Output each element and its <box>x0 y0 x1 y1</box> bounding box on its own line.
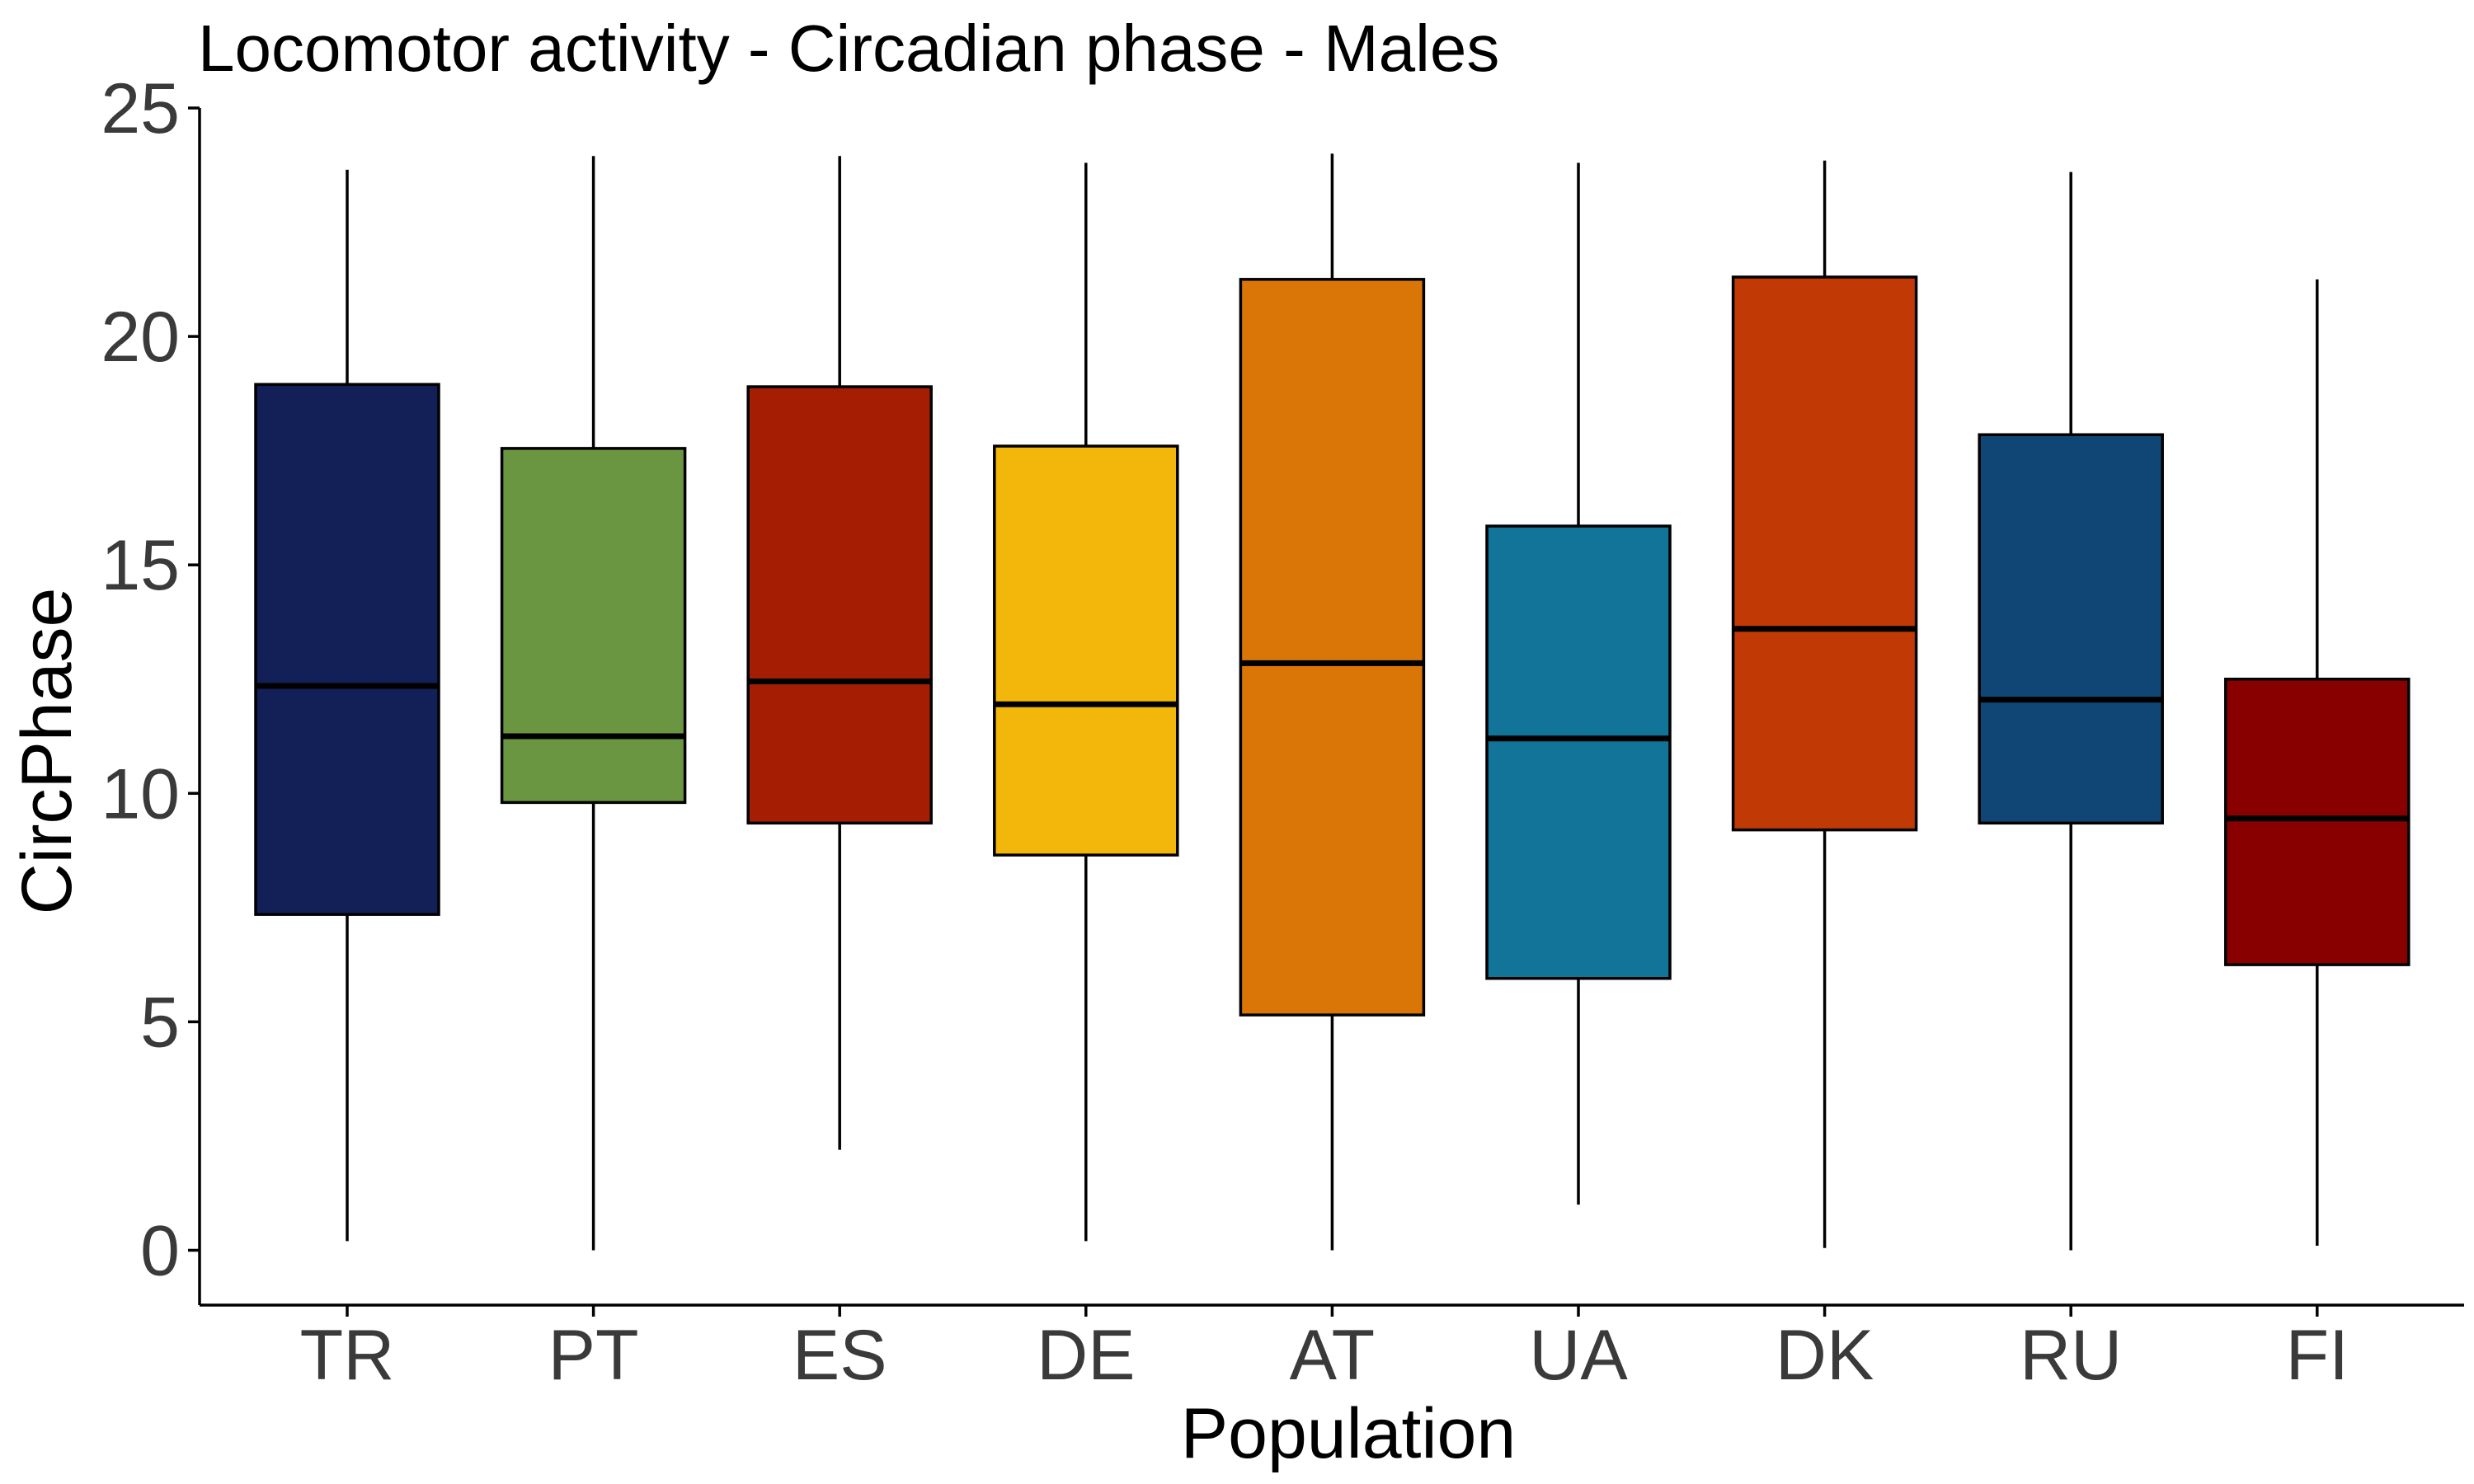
x-tick-label-tr: TR <box>300 1316 395 1395</box>
box-at <box>1239 153 1426 1251</box>
x-tick-label-at: AT <box>1290 1316 1376 1395</box>
plot-area <box>254 153 2411 1251</box>
x-axis: TR PT ES DE AT UA DK RU FI <box>200 1303 2464 1395</box>
y-tick-label-15: 15 <box>101 526 180 605</box>
y-tick-label-0: 0 <box>140 1211 180 1290</box>
x-axis-title: Population <box>1181 1394 1516 1473</box>
box-rect-de <box>993 444 1179 857</box>
y-tick-label-20: 20 <box>101 298 180 377</box>
y-tick-label-25: 25 <box>101 69 180 148</box>
box-ua <box>1485 162 1672 1205</box>
box-ru <box>1978 171 2164 1251</box>
x-tick-label-ru: RU <box>2020 1316 2122 1395</box>
x-tick-label-ua: UA <box>1529 1316 1628 1395</box>
box-rect-es <box>746 385 933 825</box>
y-axis: 0 5 10 15 20 25 <box>101 69 201 1305</box>
x-tick-label-fi: FI <box>2286 1316 2349 1395</box>
y-tick-label-10: 10 <box>101 754 180 834</box>
x-tick-label-dk: DK <box>1776 1316 1874 1395</box>
box-de <box>993 162 1179 1242</box>
box-dk <box>1731 160 1918 1248</box>
x-tick-label-pt: PT <box>548 1316 639 1395</box>
chart-title: Locomotor activity - Circadian phase - M… <box>198 12 1499 85</box>
box-tr <box>254 169 440 1242</box>
box-rect-pt <box>500 447 687 805</box>
x-tick-label-es: ES <box>793 1316 887 1395</box>
box-rect-tr <box>254 383 440 916</box>
y-tick-label-5: 5 <box>140 983 180 1062</box>
y-axis-title: CircPhase <box>7 588 87 915</box>
box-rect-fi <box>2224 677 2411 966</box>
box-fi <box>2224 279 2411 1246</box>
box-rect-ru <box>1978 433 2164 825</box>
box-rect-at <box>1239 278 1426 1017</box>
box-rect-dk <box>1731 275 1918 832</box>
box-es <box>746 156 933 1150</box>
x-tick-label-de: DE <box>1037 1316 1135 1395</box>
box-pt <box>500 156 687 1251</box>
box-rect-ua <box>1485 524 1672 980</box>
